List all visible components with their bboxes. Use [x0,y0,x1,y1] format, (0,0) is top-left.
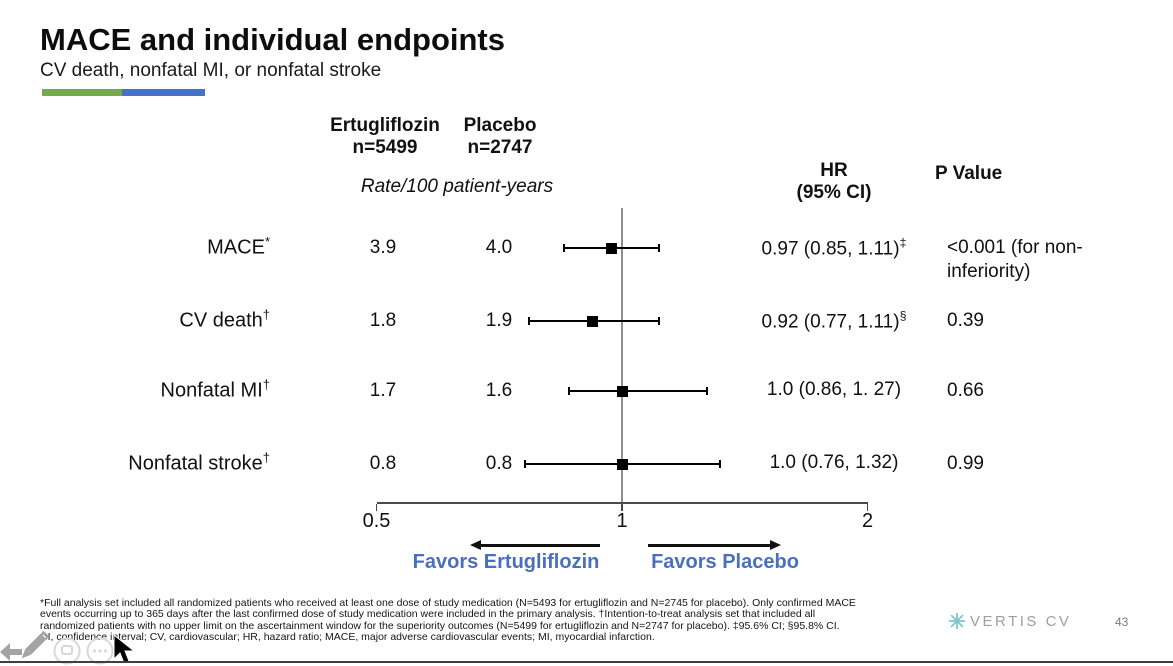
endpoint-label: CV death† [179,307,270,332]
favors-placebo-label: Favors Placebo [651,551,799,573]
ci-cap-high [657,317,660,325]
footnote-line: *Full analysis set included all randomiz… [40,597,856,609]
ci-whisker [568,390,707,392]
favors-right-arrow-head [770,540,781,550]
x-axis-tick-label: 2 [861,510,874,532]
hr-point-marker [605,242,617,254]
p-value-text: 0.39 [947,310,984,331]
x-axis-line [376,502,868,504]
footnotes: *Full analysis set included all randomiz… [40,597,925,643]
rate-placebo: 1.6 [485,380,513,401]
pencil-icon[interactable] [14,628,52,666]
hr-column-header: HR (95% CI) [796,160,872,203]
ci-cap-low [523,460,526,468]
ertugliflozin-label: Ertugliflozin [330,115,440,136]
x-axis-tick [375,504,378,511]
p-value-text: 0.66 [947,380,984,401]
endpoint-label: Nonfatal MI† [160,377,271,402]
rate-ertugliflozin: 0.8 [369,453,397,474]
favors-left-arrow-line [478,544,600,547]
hr-point-marker [616,385,628,397]
more-options-icon[interactable] [86,637,114,665]
page-subtitle: CV death, nonfatal MI, or nonfatal strok… [40,60,382,81]
vertis-cv-logo: VERTIS CV [948,612,1071,630]
endpoint-label: MACE* [207,234,270,259]
x-axis-tick-label: 1 [616,510,628,532]
favors-right-arrow-line [648,544,770,547]
hr-ci-text: 1.0 (0.76, 1.32) [769,452,899,473]
hr-point-marker [616,458,628,470]
placebo-n: n=2747 [467,137,533,158]
ertugliflozin-n: n=5499 [352,137,418,158]
ci-cap-low [567,387,570,395]
logo-text: VERTIS CV [970,612,1072,630]
footnote-line: events occurring up to 365 days after th… [40,608,816,621]
hr-point-marker [586,315,598,327]
hr-ci-text: 0.97 (0.85, 1.11)‡ [761,236,907,260]
endpoint-label: Nonfatal stroke† [128,450,270,475]
page-title: MACE and individual endpoints [40,22,505,57]
slide-number: 43 [1115,615,1129,629]
p-value-text: <0.001 (for non-inferiority) [947,237,1083,282]
reference-line [621,208,623,509]
annotation-tool-icon[interactable] [53,637,81,665]
ci-cap-high [705,387,708,395]
accent-bar-blue [122,89,205,96]
rate-caption: Rate/100 patient-years [360,176,554,197]
footnote-line: randomized patients with no upper limit … [40,619,840,632]
footnote-line: CI, confidence interval; CV, cardiovascu… [40,630,655,643]
rate-ertugliflozin: 1.7 [369,380,397,401]
favors-ertugliflozin-label: Favors Ertugliflozin [412,551,600,573]
ci-cap-low [528,317,531,325]
column-header-ertugliflozin: Ertugliflozin n=5499 [315,115,455,159]
hr-ci-text: 0.92 (0.77, 1.11)§ [761,309,907,333]
rate-placebo: 0.8 [485,453,513,474]
x-axis-tick-label: 0.5 [362,510,391,532]
column-header-placebo: Placebo n=2747 [430,115,570,159]
rate-placebo: 1.9 [485,310,513,331]
back-arrow-icon[interactable] [0,642,22,662]
placebo-label: Placebo [463,115,537,136]
ci-cap-high [657,244,660,252]
rate-ertugliflozin: 1.8 [369,310,397,331]
ci-cap-low [563,244,566,252]
slide-bottom-border [0,661,1173,663]
p-value-text: 0.99 [947,453,984,474]
favors-left-arrow-head [470,540,481,550]
ci-cap-high [719,460,722,468]
p-value-column-header: P Value [935,163,1003,184]
x-axis-tick [866,504,869,511]
accent-bar-green [42,89,122,96]
rate-placebo: 4.0 [485,237,513,258]
hr-ci-text: 1.0 (0.86, 1. 27) [766,379,902,400]
x-axis-tick [621,504,623,511]
vertis-snowflake-icon [948,612,966,630]
accent-bar [42,89,205,96]
rate-ertugliflozin: 3.9 [369,237,397,258]
